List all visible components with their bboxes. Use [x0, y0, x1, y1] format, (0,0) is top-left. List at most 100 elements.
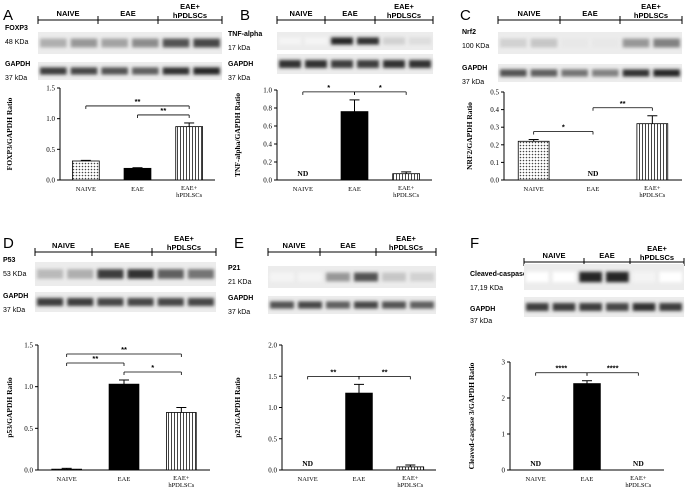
blot-band [357, 37, 379, 45]
blot-band [193, 38, 220, 48]
nd-label: ND [633, 459, 644, 468]
blot-band [354, 272, 378, 282]
x-tick-label: NAIVE [76, 186, 96, 193]
gapdh-blot-strip [268, 296, 436, 314]
x-tick-label: EAE+ hPDLSCs [397, 475, 423, 489]
x-tick-label: EAE+ hPDLSCs [168, 475, 194, 489]
blot-band [579, 303, 602, 311]
blot-band [279, 60, 301, 68]
blot-band [270, 272, 294, 282]
x-tick-line2: hPDLSCs [397, 482, 423, 489]
blot-band [70, 67, 98, 75]
x-tick-line2: hPDLSCs [176, 192, 202, 199]
y-tick-label: 0.5 [268, 435, 277, 443]
blot-band [326, 301, 350, 309]
panel-letter: A [3, 7, 13, 24]
panel-letter: F [470, 235, 479, 252]
group-header-label: EAE+ hPDLSCs [387, 2, 421, 20]
bar [123, 167, 152, 181]
y-axis-title: NRF2/GAPDH Ratio [465, 102, 474, 170]
bar [166, 412, 197, 471]
gapdh-blot-strip [498, 64, 682, 82]
group-header-label: EAE+ hPDLSCs [167, 234, 201, 252]
blot-band [193, 67, 220, 75]
group-header-label: NAIVE [52, 241, 75, 250]
blot-band [622, 69, 650, 77]
blot-band [382, 301, 406, 309]
blot-label: 37 kDa [462, 79, 484, 86]
nd-label: ND [302, 459, 313, 468]
blot-band [653, 69, 680, 77]
bar [345, 392, 373, 471]
x-tick-line2: hPDLSCs [393, 192, 419, 199]
bar [573, 383, 601, 471]
blot-label: 21 KDa [228, 279, 251, 286]
blot-band [101, 38, 128, 48]
target-blot-strip [38, 32, 222, 54]
group-header-label: EAE [582, 9, 597, 18]
x-tick-line1: EAE+ [173, 475, 190, 482]
x-tick-line1: EAE+ [402, 475, 419, 482]
blot-band [97, 269, 124, 279]
y-tick-label: 2 [502, 395, 506, 403]
blot-band [157, 269, 184, 279]
blot-band [561, 38, 588, 48]
significance-label: ** [160, 106, 166, 115]
blot-band [410, 272, 434, 282]
y-tick-label: 0.8 [263, 105, 272, 113]
gapdh-blot-strip [35, 292, 216, 312]
blot-band [409, 60, 431, 68]
blot-band [40, 67, 67, 75]
blot-band [530, 69, 558, 77]
y-axis-title: FOXP3/GAPDH Ratio [5, 97, 14, 170]
blot-band [162, 67, 190, 75]
blot-band [530, 38, 558, 48]
blot-band [622, 38, 650, 48]
blot-band [326, 272, 350, 282]
group-header-line2: hPDLSCs [387, 11, 421, 20]
blot-label: Cleaved-caspase 3 [470, 271, 533, 278]
y-tick-label: 1 [502, 431, 506, 439]
gapdh-blot-strip [277, 54, 433, 74]
blot-label: GAPDH [228, 61, 253, 68]
group-header-label: NAIVE [290, 9, 313, 18]
blot-label: GAPDH [470, 306, 495, 313]
x-tick-line1: EAE+ [398, 185, 415, 192]
y-tick-label: 1.5 [268, 373, 277, 381]
y-axis-title: p21/GAPDH Ratio [233, 377, 242, 437]
y-tick-label: 3 [502, 359, 506, 367]
group-header-line1: EAE+ [396, 234, 416, 243]
blot-label: 17 kDa [228, 45, 250, 52]
y-tick-label: 1.0 [268, 404, 277, 412]
blot-label: 37 kDa [5, 75, 27, 82]
blot-band [500, 38, 527, 48]
x-tick-label: NAIVE [298, 476, 318, 483]
x-tick-label: EAE [353, 476, 366, 483]
significance-label: ** [121, 345, 127, 354]
blot-band [526, 271, 549, 283]
blot-band [606, 271, 629, 283]
x-tick-line2: hPDLSCs [168, 482, 194, 489]
group-header-line1: EAE+ [647, 244, 667, 253]
significance-label: ** [92, 354, 98, 363]
blot-label: 37 kDa [228, 75, 250, 82]
group-header-label: NAIVE [543, 251, 566, 260]
blot-label: GAPDH [3, 293, 28, 300]
x-tick-line1: EAE+ [630, 475, 647, 482]
panel-letter: C [460, 7, 471, 24]
blot-band [279, 37, 301, 45]
group-header-label: EAE [342, 9, 357, 18]
y-tick-label: 0.5 [490, 89, 499, 97]
blot-label: 17,19 KDa [470, 285, 503, 292]
blot-band [67, 298, 94, 306]
y-tick-label: 0.0 [24, 467, 33, 475]
blot-band [552, 303, 576, 311]
x-tick-label: EAE [131, 186, 144, 193]
blot-label: TNF-alpha [228, 31, 262, 38]
blot-band [101, 67, 128, 75]
x-tick-label: NAIVE [57, 476, 77, 483]
